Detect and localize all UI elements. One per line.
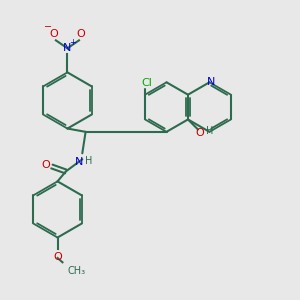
Text: N: N (75, 157, 83, 166)
Text: O: O (50, 29, 58, 39)
Text: +: + (69, 38, 76, 47)
Text: −: − (44, 22, 52, 32)
Text: H: H (206, 126, 213, 136)
Text: O: O (76, 29, 85, 39)
Text: O: O (41, 160, 50, 170)
Text: O: O (195, 128, 204, 138)
Text: H: H (85, 156, 93, 166)
Text: O: O (53, 252, 62, 262)
Text: Cl: Cl (141, 78, 152, 88)
Text: N: N (207, 77, 215, 87)
Text: CH₃: CH₃ (68, 266, 85, 276)
Text: N: N (63, 43, 72, 52)
